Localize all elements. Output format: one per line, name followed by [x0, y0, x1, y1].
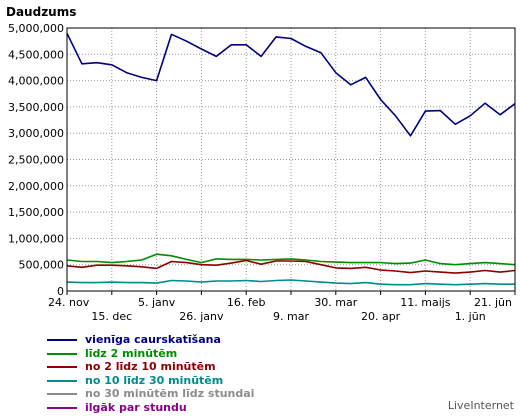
legend-label: līdz 2 minūtēm — [85, 346, 178, 360]
y-tick-label: 5,000,000 — [8, 22, 64, 35]
legend-swatch — [47, 366, 77, 368]
legend-label: ilgāk par stundu — [85, 400, 187, 414]
y-tick-label: 3,000,000 — [8, 127, 64, 140]
y-tick-label: 3,500,000 — [8, 101, 64, 114]
grid — [66, 27, 516, 292]
x-tick-label: 24. nov — [48, 296, 90, 309]
x-tick-label: 9. mar — [273, 310, 309, 323]
plot-area-frame — [66, 27, 516, 292]
y-tick-label: 4,500,000 — [8, 48, 64, 61]
x-tick-label: 20. apr — [361, 310, 401, 323]
x-tick-label: 15. dec — [91, 310, 132, 323]
y-tick-label: 2,500,000 — [8, 154, 64, 167]
x-tick-label: 30. mar — [314, 296, 357, 309]
series-line — [66, 32, 516, 137]
legend-swatch — [47, 352, 77, 355]
legend-label: no 30 minūtēm līdz stundai — [85, 387, 255, 400]
x-tick-label: 26. janv — [179, 310, 224, 323]
legend-swatch — [47, 406, 77, 409]
y-tick-label: 0 — [57, 285, 64, 298]
legend-label: no 10 līdz 30 minūtēm — [85, 373, 224, 387]
line-chart: Daudzums 0 500,000 1,000,000 1,500,000 2,000… — [6, 5, 516, 323]
y-axis-ticks: 0 500,000 1,000,000 1,500,000 2,000,000 2,500… — [8, 22, 64, 298]
x-tick-label: 21. jūn — [474, 296, 512, 309]
legend-swatch — [47, 393, 77, 395]
x-axis-ticks: 24. nov 5. janv 16. feb 30. mar 11. maijs 21.… — [48, 291, 516, 323]
legend-label: vienīga caurskatīšana — [85, 333, 221, 346]
x-tick-label: 11. maijs — [400, 296, 451, 309]
series-line — [66, 259, 516, 274]
y-tick-label: 1,500,000 — [8, 206, 64, 219]
y-tick-label: 500,000 — [19, 259, 65, 272]
x-tick-label: 16. feb — [227, 296, 266, 309]
series-line — [66, 279, 515, 286]
y-tick-label: 4,000,000 — [8, 75, 64, 88]
y-axis-title: Daudzums — [6, 5, 76, 19]
legend-label: no 2 līdz 10 minūtēm — [85, 360, 216, 373]
y-tick-label: 2,000,000 — [8, 180, 64, 193]
legend-swatch — [47, 339, 77, 341]
series-line — [66, 253, 516, 266]
x-tick-label: 1. jūn — [455, 310, 486, 323]
legend-swatch — [47, 379, 77, 382]
y-tick-label: 1,000,000 — [8, 232, 64, 245]
x-tick-label: 5. janv — [138, 296, 176, 309]
series-lines — [66, 32, 516, 286]
brand-label: LiveInternet — [447, 399, 514, 412]
